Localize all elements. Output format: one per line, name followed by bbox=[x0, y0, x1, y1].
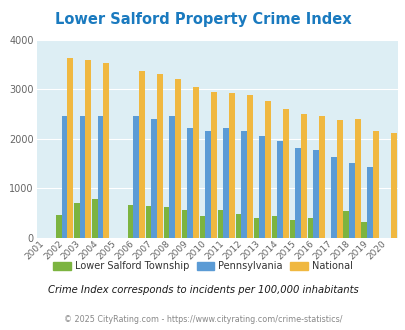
Bar bbox=[187, 128, 193, 238]
Bar bbox=[85, 60, 91, 238]
Bar bbox=[246, 95, 252, 238]
Bar bbox=[300, 114, 306, 238]
Bar bbox=[56, 215, 62, 238]
Bar bbox=[390, 133, 396, 238]
Legend: Lower Salford Township, Pennsylvania, National: Lower Salford Township, Pennsylvania, Na… bbox=[49, 257, 356, 275]
Bar bbox=[217, 211, 223, 238]
Bar bbox=[228, 93, 234, 238]
Bar bbox=[74, 203, 79, 238]
Bar bbox=[294, 148, 300, 238]
Bar bbox=[318, 116, 324, 238]
Bar bbox=[103, 63, 109, 238]
Bar bbox=[271, 216, 277, 238]
Bar bbox=[175, 79, 180, 238]
Bar bbox=[259, 136, 264, 238]
Bar bbox=[139, 71, 145, 238]
Bar bbox=[128, 205, 133, 238]
Bar bbox=[67, 58, 73, 238]
Bar bbox=[330, 157, 336, 238]
Bar bbox=[205, 131, 211, 238]
Bar bbox=[307, 218, 313, 238]
Bar bbox=[211, 92, 216, 238]
Bar bbox=[181, 210, 187, 238]
Bar bbox=[169, 116, 175, 238]
Bar bbox=[199, 216, 205, 238]
Bar bbox=[253, 218, 259, 238]
Bar bbox=[163, 207, 169, 238]
Bar bbox=[348, 163, 354, 238]
Bar bbox=[79, 116, 85, 238]
Bar bbox=[241, 131, 246, 238]
Bar bbox=[372, 131, 377, 238]
Bar bbox=[157, 74, 162, 238]
Bar bbox=[193, 87, 198, 238]
Bar bbox=[97, 116, 103, 238]
Bar bbox=[62, 116, 67, 238]
Bar bbox=[223, 128, 228, 238]
Bar bbox=[366, 167, 372, 238]
Bar bbox=[235, 214, 241, 238]
Text: Crime Index corresponds to incidents per 100,000 inhabitants: Crime Index corresponds to incidents per… bbox=[47, 285, 358, 295]
Bar bbox=[133, 116, 139, 238]
Bar bbox=[313, 150, 318, 238]
Text: © 2025 CityRating.com - https://www.cityrating.com/crime-statistics/: © 2025 CityRating.com - https://www.city… bbox=[64, 315, 341, 324]
Bar bbox=[289, 220, 294, 238]
Bar bbox=[151, 119, 157, 238]
Bar bbox=[336, 120, 342, 238]
Bar bbox=[145, 207, 151, 238]
Bar bbox=[92, 199, 97, 238]
Bar bbox=[264, 101, 270, 238]
Text: Lower Salford Property Crime Index: Lower Salford Property Crime Index bbox=[55, 12, 350, 26]
Bar bbox=[354, 119, 360, 238]
Bar bbox=[282, 109, 288, 238]
Bar bbox=[277, 141, 282, 238]
Bar bbox=[360, 222, 366, 238]
Bar bbox=[343, 211, 348, 238]
